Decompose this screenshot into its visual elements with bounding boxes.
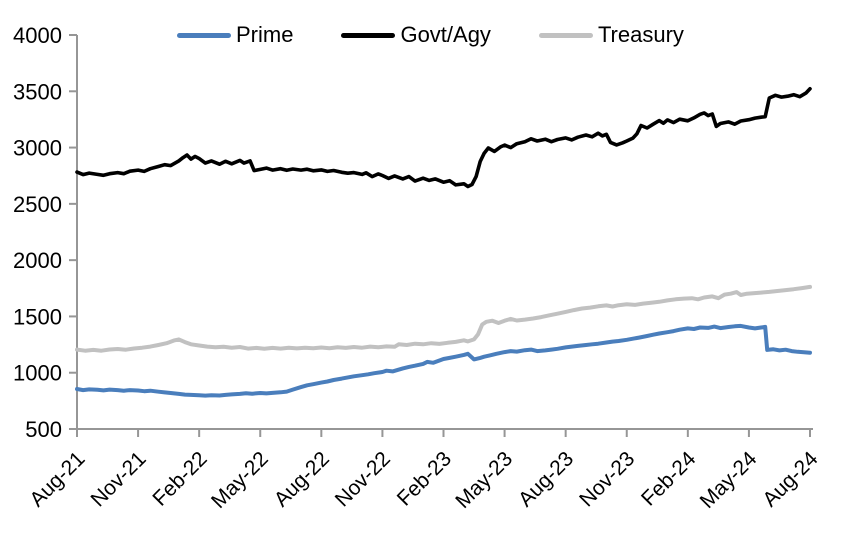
legend-item-treasury: Treasury — [538, 22, 684, 47]
x-axis-tick-label: May-23 — [451, 447, 517, 513]
series-line-treasury — [75, 284, 812, 353]
x-axis-tick-label: May-22 — [207, 447, 273, 513]
legend-label-govt-agy: Govt/Agy — [400, 22, 491, 47]
legend-label-treasury: Treasury — [597, 22, 684, 47]
legend-item-govt-agy: Govt/Agy — [341, 22, 491, 47]
x-axis-tick-label: Aug-23 — [514, 447, 578, 511]
x-axis-tick-label: Nov-22 — [331, 447, 395, 511]
x-axis-tick-label: Aug-22 — [270, 447, 334, 511]
legend: Prime Govt/Agy Treasury — [177, 24, 684, 46]
y-axis-tick-label: 1000 — [13, 361, 62, 386]
series-line-prime — [75, 323, 812, 398]
x-axis-tick-label: Feb-23 — [393, 447, 456, 510]
legend-label-prime: Prime — [236, 22, 294, 47]
govt-agy-line-swatch-icon — [341, 32, 396, 38]
y-axis-tick-label: 1500 — [13, 304, 62, 329]
series-line-govt-agy — [75, 87, 812, 189]
treasury-line-swatch-icon — [538, 32, 593, 38]
y-axis-tick-label: 500 — [25, 417, 62, 442]
x-axis-tick-label: Feb-24 — [637, 447, 701, 511]
y-axis-tick-label: 4000 — [13, 23, 62, 48]
x-axis-tick-label: Feb-22 — [148, 447, 211, 510]
legend-item-prime: Prime — [177, 24, 293, 46]
x-axis-tick-label: Aug-21 — [25, 447, 89, 511]
x-axis-tick-label: Nov-21 — [86, 447, 150, 511]
x-axis-tick-label: Aug-24 — [758, 447, 822, 511]
prime-line-swatch-icon — [177, 32, 231, 38]
y-axis-tick-label: 2500 — [13, 192, 62, 217]
x-axis-tick-label: May-24 — [696, 447, 762, 513]
x-axis-tick-label: Nov-23 — [575, 447, 639, 511]
y-axis-tick-label: 3500 — [13, 79, 62, 104]
y-axis-tick-label: 3000 — [13, 136, 62, 161]
y-axis-tick-label: 2000 — [13, 248, 62, 273]
